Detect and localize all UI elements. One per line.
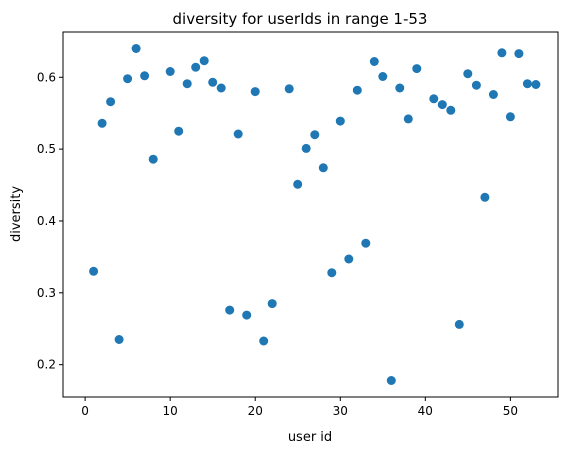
data-point — [123, 74, 133, 84]
data-point — [429, 94, 439, 104]
data-point — [386, 376, 396, 385]
plot-frame — [62, 31, 559, 398]
data-point — [378, 72, 388, 81]
data-point — [191, 62, 201, 72]
data-point — [267, 299, 277, 309]
x-tick-label: 40 — [418, 404, 433, 418]
data-point — [140, 71, 150, 81]
data-point — [531, 80, 541, 89]
data-point — [242, 310, 252, 320]
data-point — [259, 336, 269, 346]
data-point — [352, 85, 362, 95]
data-point — [114, 335, 124, 344]
data-point — [106, 97, 116, 107]
data-point — [463, 69, 473, 79]
data-points — [89, 44, 541, 385]
data-point — [454, 319, 464, 329]
y-tick-label: 0.6 — [37, 70, 56, 84]
data-point — [301, 143, 311, 153]
data-point — [471, 80, 481, 90]
x-tick-label: 10 — [163, 404, 178, 418]
data-point — [497, 48, 507, 58]
y-tick-label: 0.4 — [37, 214, 56, 228]
x-axis-ticks: 0 10 20 30 40 50 — [81, 397, 518, 418]
data-point — [174, 126, 184, 136]
data-point — [395, 83, 405, 93]
y-tick-label: 0.5 — [37, 142, 56, 156]
data-point — [310, 130, 320, 140]
chart-title: diversity for userIds in range 1-53 — [173, 10, 428, 28]
data-point — [182, 79, 192, 89]
x-tick-label: 30 — [333, 404, 348, 418]
data-point — [131, 44, 141, 53]
data-point — [199, 56, 209, 66]
data-point — [412, 64, 422, 74]
x-tick-label: 20 — [248, 404, 263, 418]
data-point — [437, 100, 447, 110]
data-point — [89, 266, 99, 276]
data-point — [148, 154, 158, 164]
data-point — [403, 114, 413, 124]
data-point — [488, 90, 498, 99]
x-tick-label: 50 — [503, 404, 518, 418]
y-tick-label: 0.2 — [37, 358, 56, 372]
data-point — [293, 179, 303, 189]
data-point — [514, 49, 524, 59]
data-point — [165, 67, 175, 76]
data-point — [284, 84, 294, 94]
data-point — [97, 118, 107, 128]
data-point — [208, 77, 218, 87]
y-axis-label: diversity — [9, 186, 24, 242]
y-axis-ticks: 0.2 0.3 0.4 0.5 0.6 — [37, 70, 63, 372]
data-point — [233, 129, 243, 139]
data-point — [522, 79, 532, 89]
y-tick-label: 0.3 — [37, 286, 56, 300]
data-point — [335, 116, 345, 126]
data-point — [369, 57, 379, 66]
data-point — [225, 305, 235, 315]
data-point — [480, 192, 490, 202]
x-axis-label: user id — [288, 430, 332, 445]
data-point — [216, 83, 226, 93]
data-point — [250, 87, 260, 97]
x-tick-label: 0 — [81, 404, 89, 418]
data-point — [505, 112, 515, 122]
data-point — [344, 254, 354, 264]
data-point — [327, 268, 337, 278]
data-point — [318, 163, 328, 173]
data-point — [361, 238, 371, 248]
data-point — [446, 105, 456, 115]
